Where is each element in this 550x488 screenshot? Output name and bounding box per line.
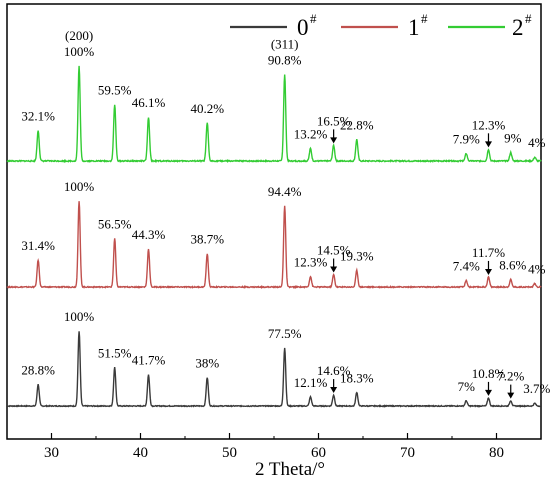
peak-label: 77.5% [268, 326, 302, 341]
peak-label: 90.8% [268, 53, 302, 68]
peak-label: 9% [504, 130, 522, 145]
peak-labels-layer: 28.8% 100% 51.5% 41.7% 38% 77.5% 12.1%14.6%18.… [21, 28, 550, 399]
peak-arrow-head [484, 141, 492, 148]
peak-label: 38% [195, 356, 219, 371]
peak-label: 16.5% [317, 113, 351, 128]
series-layer [6, 65, 542, 408]
peak-label: 41.7% [132, 353, 166, 368]
peak-label: 11.7% [472, 245, 505, 260]
peak-label: 59.5% [98, 82, 132, 97]
peak-label: 12.1% [294, 375, 328, 390]
peak-label: 4% [528, 262, 546, 277]
legend-label-sup: # [421, 11, 428, 26]
legend: 0 #1 #2 # [230, 11, 532, 40]
peak-arrow-head [484, 268, 492, 275]
series-line-0 [6, 331, 542, 408]
peak-label: 18.3% [340, 370, 374, 385]
legend-label-2: 2 [512, 15, 524, 40]
peak-label: 7.9% [453, 131, 480, 146]
peak-label: 12.3% [294, 254, 328, 269]
series-line-2 [6, 65, 542, 164]
peak-arrow-head [507, 392, 515, 399]
peak-arrow-head [330, 387, 338, 394]
peak-label: 46.1% [132, 95, 166, 110]
peak-label: 94.4% [268, 184, 302, 199]
peak-label: 7.2% [497, 369, 524, 384]
peak-label: 4% [528, 135, 546, 150]
legend-label-1: 1 [408, 15, 420, 40]
x-tick-label: 70 [400, 445, 415, 461]
peak-label: 8.6% [499, 258, 526, 273]
peak-label: 7.4% [453, 259, 480, 274]
peak-label: 32.1% [21, 109, 55, 124]
peak-label: 10.8% [472, 366, 506, 381]
peak-label: 19.3% [340, 248, 374, 263]
legend-label-0: 0 [297, 15, 309, 40]
peak-label: 31.4% [21, 238, 55, 253]
peak-arrow-head [484, 389, 492, 396]
peak-label: 56.5% [98, 216, 132, 231]
peak-label: 40.2% [190, 101, 224, 116]
series-line-1 [6, 201, 542, 290]
peak-label: 38.7% [190, 232, 224, 247]
peak-label: 14.5% [317, 243, 351, 258]
x-axis: 30 40 50 60 70 80 [6, 433, 542, 461]
peak-arrow-head [330, 137, 338, 144]
hkl-label: (311) [271, 37, 299, 52]
peak-label: 12.3% [472, 117, 506, 132]
peak-label: 100% [64, 179, 95, 194]
legend-label-sup: # [310, 11, 317, 26]
peak-label: 22.8% [340, 117, 374, 132]
peak-label: 100% [64, 44, 95, 59]
peak-label: 100% [64, 309, 95, 324]
plot-border [6, 3, 542, 440]
peak-arrow-head [330, 266, 338, 273]
peak-label: 13.2% [294, 126, 328, 141]
plot-frame [6, 3, 542, 440]
peak-label: 7% [458, 379, 476, 394]
x-tick-label: 80 [489, 445, 504, 461]
x-axis-title: 2 Theta/° [255, 459, 325, 480]
peak-label: 51.5% [98, 345, 132, 360]
x-tick-label: 60 [311, 445, 326, 461]
hkl-label: (200) [65, 28, 93, 43]
legend-label-sup: # [525, 11, 532, 26]
peak-label: 3.7% [523, 381, 550, 396]
peak-label: 14.6% [317, 363, 351, 378]
x-tick-label: 50 [222, 445, 237, 461]
peak-label: 28.8% [21, 362, 55, 377]
peak-label: 44.3% [132, 227, 166, 242]
x-tick-label: 40 [133, 445, 148, 461]
x-tick-label: 30 [44, 445, 59, 461]
